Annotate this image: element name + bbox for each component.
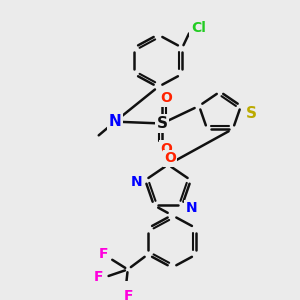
Text: F: F: [99, 247, 109, 260]
Text: O: O: [160, 91, 172, 105]
Text: F: F: [94, 270, 104, 284]
Text: O: O: [164, 151, 176, 165]
Text: O: O: [160, 142, 172, 156]
Text: S: S: [157, 116, 167, 131]
Text: S: S: [245, 106, 256, 121]
Text: N: N: [185, 201, 197, 215]
Text: N: N: [130, 175, 142, 189]
Text: N: N: [109, 114, 122, 129]
Text: F: F: [124, 289, 134, 300]
Text: Cl: Cl: [191, 21, 206, 35]
